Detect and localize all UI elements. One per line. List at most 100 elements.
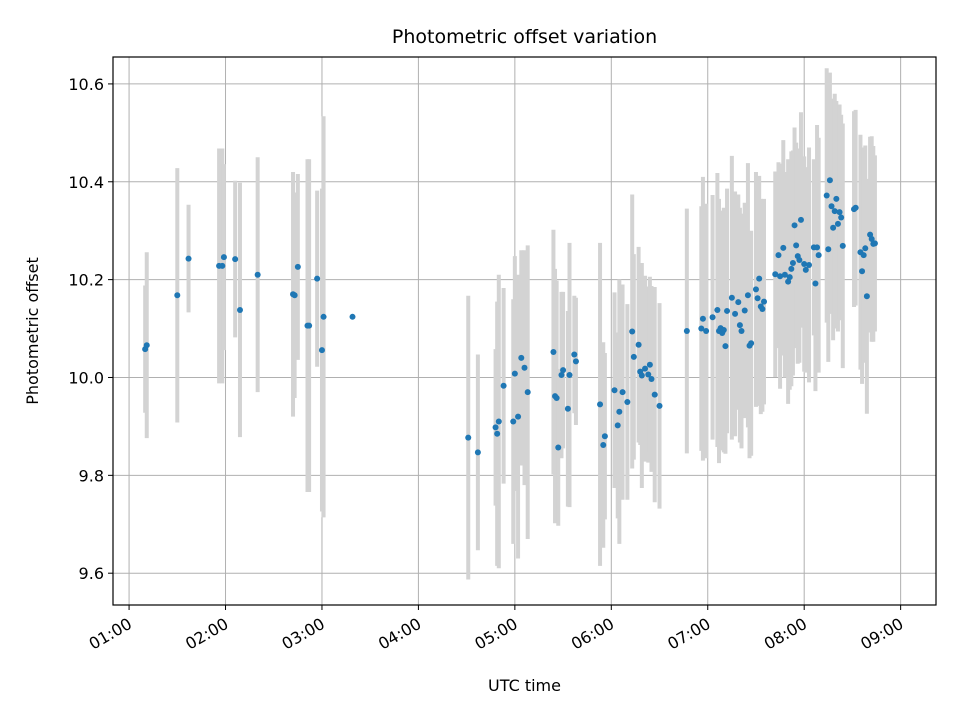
data-point xyxy=(780,244,787,251)
data-point xyxy=(786,274,793,281)
data-point xyxy=(648,375,655,382)
data-point xyxy=(838,214,845,221)
data-point xyxy=(645,371,652,378)
data-point xyxy=(793,242,800,249)
data-point xyxy=(320,313,327,320)
data-point xyxy=(642,365,649,372)
data-point xyxy=(524,389,531,396)
data-point xyxy=(564,405,571,412)
data-point xyxy=(314,275,321,282)
data-point xyxy=(500,382,507,389)
data-point xyxy=(349,313,356,320)
y-axis: 9.6 9.8 10.0 10.2 10.4 10.6 xyxy=(68,75,113,583)
data-point xyxy=(735,299,742,306)
data-point xyxy=(814,244,821,251)
data-point xyxy=(553,395,560,402)
data-point xyxy=(699,315,706,322)
data-point xyxy=(174,292,181,299)
chart-title: Photometric offset variation xyxy=(392,26,657,48)
data-point xyxy=(566,372,573,379)
data-point xyxy=(796,257,803,264)
data-point xyxy=(185,255,192,262)
data-point xyxy=(836,209,843,216)
data-point xyxy=(714,306,721,313)
data-point xyxy=(772,271,779,278)
data-point xyxy=(788,265,795,272)
data-point xyxy=(828,203,835,210)
data-point xyxy=(614,422,621,429)
data-point xyxy=(775,252,782,259)
data-point xyxy=(860,252,867,259)
y-tick-label: 10.2 xyxy=(68,271,104,290)
data-point xyxy=(806,261,813,268)
data-point xyxy=(823,192,830,199)
data-point xyxy=(515,413,522,420)
data-point xyxy=(871,240,878,247)
data-point xyxy=(797,216,804,223)
data-point xyxy=(722,343,729,350)
y-tick-label: 10.4 xyxy=(68,173,104,192)
data-point xyxy=(511,370,518,377)
data-point xyxy=(812,280,819,287)
data-point xyxy=(611,387,618,394)
data-point xyxy=(825,246,832,253)
data-point xyxy=(294,263,301,270)
data-point xyxy=(728,294,735,301)
data-point xyxy=(732,310,739,317)
data-point xyxy=(220,254,227,261)
data-point xyxy=(815,252,822,259)
data-point xyxy=(831,208,838,215)
x-axis-label: UTC time xyxy=(488,676,561,695)
y-tick-label: 9.8 xyxy=(79,466,104,485)
data-point xyxy=(219,262,226,269)
data-point xyxy=(656,402,663,409)
data-point xyxy=(744,292,751,299)
data-point xyxy=(492,424,499,431)
data-point xyxy=(724,307,731,314)
data-point xyxy=(863,293,870,300)
data-point xyxy=(510,418,517,425)
data-point xyxy=(495,418,502,425)
data-point xyxy=(630,353,637,360)
data-point xyxy=(852,204,859,211)
data-point xyxy=(550,349,557,356)
data-point xyxy=(518,354,525,361)
plot-frame xyxy=(112,56,937,606)
data-point xyxy=(232,256,239,263)
data-point xyxy=(741,307,748,314)
data-point xyxy=(698,325,705,332)
data-point xyxy=(555,444,562,451)
data-point xyxy=(801,260,808,267)
data-point xyxy=(752,286,759,293)
data-point xyxy=(600,442,607,449)
data-point xyxy=(833,195,840,202)
data-point xyxy=(638,372,645,379)
y-tick-label: 9.6 xyxy=(79,564,104,583)
data-point xyxy=(839,242,846,249)
data-point xyxy=(465,434,472,441)
data-point xyxy=(306,322,313,329)
data-point xyxy=(474,449,481,456)
data-point xyxy=(834,220,841,227)
data-point xyxy=(709,314,716,321)
data-point xyxy=(629,328,636,335)
data-point xyxy=(635,341,642,348)
data-point xyxy=(236,306,243,313)
data-point xyxy=(748,340,755,347)
data-point xyxy=(597,401,604,408)
data-point xyxy=(624,398,631,405)
data-point xyxy=(862,245,869,252)
data-point xyxy=(826,177,833,184)
data-point xyxy=(703,328,710,334)
data-point xyxy=(683,328,690,334)
data-points xyxy=(142,177,878,456)
data-point xyxy=(759,305,766,312)
data-point xyxy=(720,327,727,334)
data-point xyxy=(291,292,298,299)
data-point xyxy=(756,275,763,282)
data-point xyxy=(646,361,653,368)
data-point xyxy=(789,259,796,266)
data-point xyxy=(802,266,809,273)
data-point xyxy=(859,268,866,275)
